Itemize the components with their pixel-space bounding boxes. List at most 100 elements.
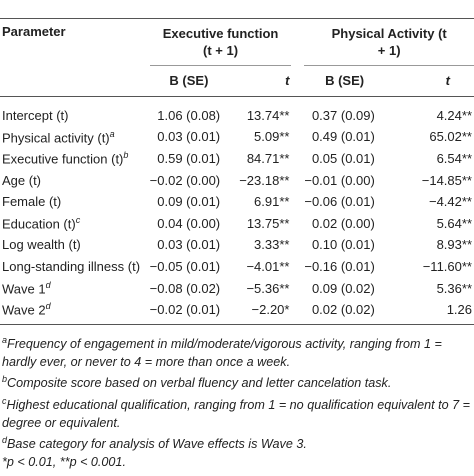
spacer xyxy=(291,126,304,148)
cell: 13.74** xyxy=(246,107,290,123)
cell: 8.93** xyxy=(436,237,472,253)
header-cell xyxy=(0,65,150,97)
footnote-text: Highest educational qualification, rangi… xyxy=(2,398,470,430)
cell: 0.04 (0.00) xyxy=(157,215,221,231)
table-row: Log wealth (t) 0.03 (0.01) 3.33** 0.10 (0.0… xyxy=(0,234,474,256)
footnote-mark: d xyxy=(45,279,51,290)
cell: −5.36** xyxy=(246,280,290,296)
footnote-mark: a xyxy=(109,128,115,139)
row-label: Wave 1 xyxy=(2,281,46,297)
row-label-cell: Long-standing illness (t) xyxy=(0,256,150,278)
table-row: Intercept (t) 1.06 (0.08) 13.74** 0.37 (0.0… xyxy=(0,96,474,126)
spacer xyxy=(291,18,305,65)
cell: 5.64** xyxy=(436,215,472,231)
cell: −0.16 (0.01) xyxy=(304,258,375,274)
spacer xyxy=(291,148,304,170)
cell: 4.24** xyxy=(436,107,472,123)
cell: −0.06 (0.01) xyxy=(304,194,375,210)
cell: −0.02 (0.01) xyxy=(149,298,229,326)
footnotes: aFrequency of engagement in mild/moderat… xyxy=(2,332,472,471)
cell: −0.08 (0.02) xyxy=(149,280,221,296)
spacer xyxy=(291,277,304,299)
spacer xyxy=(291,212,304,234)
cell: 0.02 (0.02) xyxy=(304,298,385,326)
cell: 0.05 (0.01) xyxy=(311,150,375,166)
row-label-cell: Wave 1d xyxy=(0,277,150,299)
cell: 0.02 (0.00) xyxy=(311,215,375,231)
cell: 65.02** xyxy=(429,129,472,145)
cell: 6.91** xyxy=(254,194,290,210)
row-label: Physical activity (t) xyxy=(2,130,110,146)
row-label: Female (t) xyxy=(2,194,62,210)
footnote: aFrequency of engagement in mild/moderat… xyxy=(2,332,472,371)
header-cell: B (SE) xyxy=(304,65,385,97)
cell: −0.01 (0.00) xyxy=(304,172,375,188)
footnote: bComposite score based on verbal fluency… xyxy=(2,371,472,393)
spacer xyxy=(291,191,304,213)
table-row: Female (t) 0.09 (0.01) 6.91** −0.06 (0.01) −… xyxy=(0,191,474,213)
footnote-mark: b xyxy=(123,150,129,161)
spacer xyxy=(291,234,304,256)
footnote: dBase category for analysis of Wave effe… xyxy=(2,432,472,454)
cell: 0.49 (0.01) xyxy=(311,129,375,145)
footnote-mark: c xyxy=(75,215,81,226)
cell: −4.01** xyxy=(246,258,290,274)
footnote-text: Base category for analysis of Wave effec… xyxy=(7,437,307,452)
cell: 0.09 (0.01) xyxy=(157,194,221,210)
header-cell: t xyxy=(384,65,474,97)
row-label: Age (t) xyxy=(2,172,42,188)
spacer xyxy=(291,298,305,326)
cell: 0.09 (0.02) xyxy=(311,280,375,296)
spacer xyxy=(291,65,305,97)
cell: 5.36** xyxy=(436,280,472,296)
table-row: Age (t) −0.02 (0.00) −23.18** −0.01 (0.00) −… xyxy=(0,169,474,191)
row-label: Intercept (t) xyxy=(2,107,69,123)
cell: 84.71** xyxy=(246,150,290,166)
cell: 5.09** xyxy=(254,129,290,145)
group-header: Executive function (t + 1) xyxy=(149,18,292,66)
footnote-mark: a xyxy=(2,335,8,345)
cell: 6.54** xyxy=(436,150,472,166)
footnote-text: Composite score based on verbal fluency … xyxy=(7,376,392,391)
row-label-cell: Female (t) xyxy=(0,191,150,213)
table-body: Intercept (t) 1.06 (0.08) 13.74** 0.37 (0.0… xyxy=(0,96,474,326)
cell: −2.20* xyxy=(228,298,292,326)
header-cell: Parameter xyxy=(0,18,150,65)
header-cell: t xyxy=(228,65,292,97)
footnote-mark: d xyxy=(2,435,8,446)
footnote: *p < 0.01, **p < 0.001. xyxy=(2,454,472,472)
cell: 1.06 (0.08) xyxy=(157,107,221,123)
spacer xyxy=(291,169,304,191)
spacer xyxy=(291,256,304,278)
table-row: Long-standing illness (t) −0.05 (0.01) −4.… xyxy=(0,256,474,278)
cell: 13.75** xyxy=(246,215,290,231)
row-label: Education (t) xyxy=(2,216,76,232)
footnote-mark: b xyxy=(2,374,8,385)
cell: 0.03 (0.01) xyxy=(157,237,221,253)
cell: 1.26 xyxy=(384,298,474,326)
spacer xyxy=(291,96,304,126)
footnote-mark: c xyxy=(2,395,7,406)
group-label: Executive function (t + 1) xyxy=(162,25,279,58)
table-row: Education (t)c 0.04 (0.00) 13.75** 0.02 (0.… xyxy=(0,212,474,234)
cell: 0.03 (0.01) xyxy=(157,129,221,145)
header-row: B (SE) t B (SE) t xyxy=(0,65,474,97)
row-label: Long-standing illness (t) xyxy=(2,258,141,274)
table-row: Physical activity (t)a 0.03 (0.01) 5.09** 0… xyxy=(0,126,474,148)
row-label-cell: Education (t)c xyxy=(0,212,150,234)
row-label: Executive function (t) xyxy=(2,151,124,167)
footnote-text: Frequency of engagement in mild/moderate… xyxy=(2,337,442,369)
table-row: Wave 2d −0.02 (0.01) −2.20* 0.02 (0.02) 1.26 xyxy=(0,298,474,326)
row-label: Wave 2 xyxy=(2,302,46,318)
table-row: Wave 1d −0.08 (0.02) −5.36** 0.09 (0.02) 5.3… xyxy=(0,277,474,299)
table: Parameter Executive function (t + 1) Phy… xyxy=(0,18,474,326)
row-label-cell: Executive function (t)b xyxy=(0,148,150,170)
footnote-text: *p < 0.01, **p < 0.001. xyxy=(2,454,126,469)
group-label: Physical Activity (t + 1) xyxy=(331,25,447,58)
table-row: Executive function (t)b 0.59 (0.01) 84.71*… xyxy=(0,148,474,170)
row-label-cell: Physical activity (t)a xyxy=(0,126,150,148)
row-label-cell: Age (t) xyxy=(0,169,150,191)
cell: −4.42** xyxy=(428,194,472,210)
cell: −0.02 (0.00) xyxy=(149,172,221,188)
